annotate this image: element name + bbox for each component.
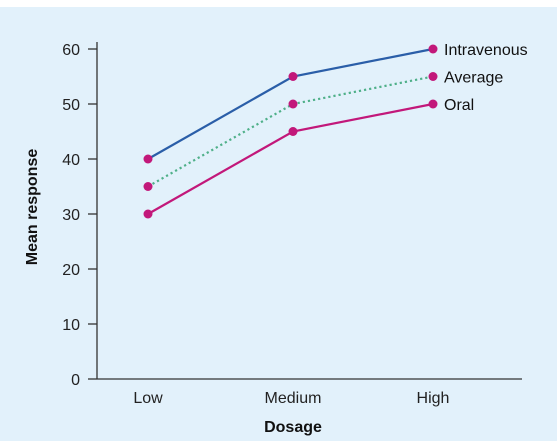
x-axis-title: Dosage <box>264 419 322 436</box>
y-tick-label: 40 <box>62 152 80 169</box>
x-tick-label: High <box>417 390 450 407</box>
data-point <box>428 99 438 109</box>
x-tick-label: Low <box>133 390 163 407</box>
data-point <box>288 72 298 81</box>
x-tick-label: Medium <box>265 390 322 407</box>
y-tick-label: 10 <box>62 317 80 334</box>
y-tick-label: 30 <box>62 207 80 224</box>
series-line-oral <box>147 102 434 215</box>
series-layer: Intravenous Average Oral <box>143 42 528 219</box>
y-axis-title: Mean response <box>24 149 41 266</box>
y-tick-label: 50 <box>62 97 80 114</box>
series-intravenous: Intravenous <box>143 42 528 164</box>
data-point <box>428 72 438 81</box>
series-label-average: Average <box>444 70 503 87</box>
y-tick-label: 0 <box>71 372 80 389</box>
data-point <box>428 44 438 54</box>
y-tick-label: 60 <box>62 42 80 59</box>
data-point <box>288 127 298 136</box>
data-point <box>143 182 153 191</box>
data-point <box>288 99 298 109</box>
line-chart: Dosage Mean response 0 10 20 30 40 50 60 Low Me… <box>24 42 528 436</box>
y-tick-label: 20 <box>62 262 80 279</box>
series-average: Average <box>143 70 503 191</box>
data-point <box>143 209 153 219</box>
y-axis-ticks: 0 10 20 30 40 50 60 <box>62 42 97 389</box>
series-label-intravenous: Intravenous <box>444 42 528 59</box>
series-label-oral: Oral <box>444 97 474 114</box>
x-axis-ticks: Low Medium High <box>133 390 449 407</box>
chart-panel: Dosage Mean response 0 10 20 30 40 50 60 Low Me… <box>0 7 557 441</box>
series-oral: Oral <box>143 97 474 219</box>
data-point <box>143 154 153 164</box>
